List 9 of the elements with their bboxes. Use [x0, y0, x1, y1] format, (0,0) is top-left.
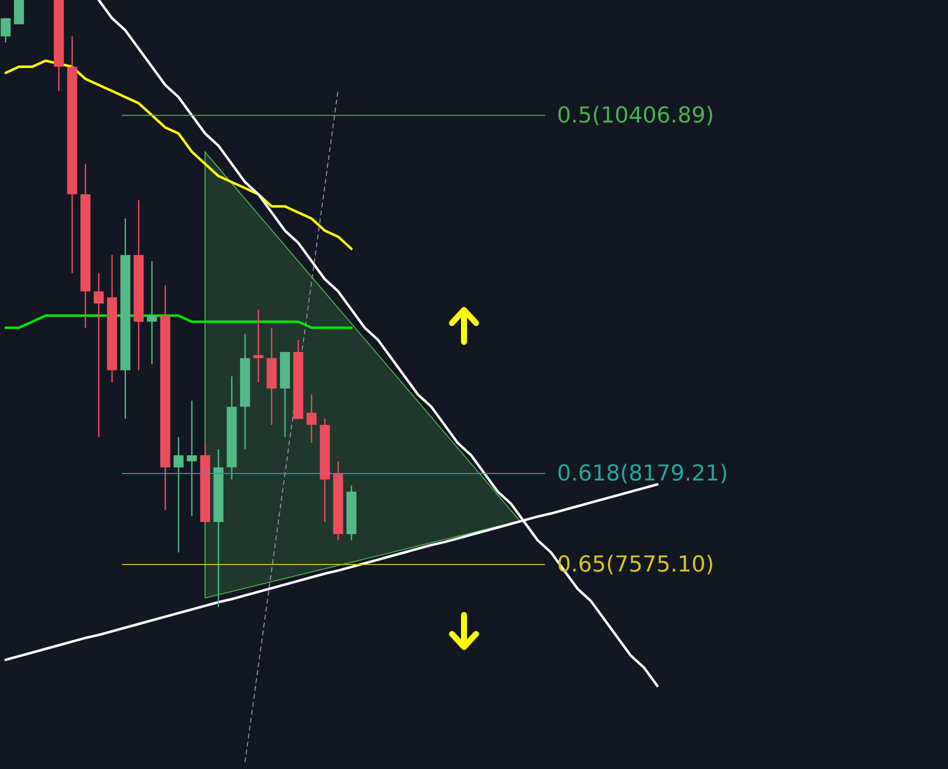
candlestick: [186, 400, 197, 517]
candlestick: [306, 394, 317, 444]
annotation: 0.618(8179.21): [557, 461, 728, 486]
candlestick: [0, 18, 11, 44]
candlestick: [174, 436, 184, 554]
candlestick: [94, 272, 104, 438]
annotation: 0.5(10406.89): [557, 103, 714, 128]
candlestick: [146, 260, 157, 365]
candlestick: [253, 308, 264, 384]
